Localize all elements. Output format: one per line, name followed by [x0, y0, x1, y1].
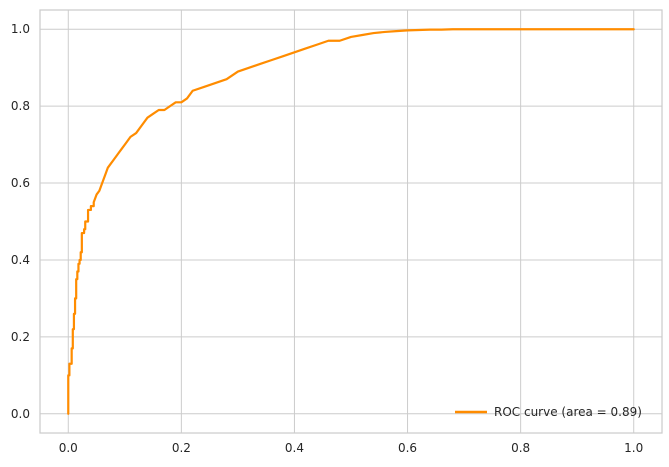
- x-tick-label: 0.6: [398, 441, 417, 455]
- x-tick-label: 0.8: [511, 441, 530, 455]
- y-tick-label: 0.6: [11, 176, 30, 190]
- axes-border: [39, 9, 663, 434]
- x-axis-ticks: 0.0 0.2 0.4 0.6 0.8 1.0: [59, 441, 644, 455]
- legend: ROC curve (area = 0.89): [455, 405, 642, 419]
- series-layer: [67, 28, 635, 415]
- x-tick-label: 0.2: [172, 441, 191, 455]
- plot-frame: [39, 9, 663, 434]
- y-tick-label: 0.4: [11, 253, 30, 267]
- grid-lines: [40, 10, 662, 433]
- y-tick-label: 1.0: [11, 22, 30, 36]
- roc-curve-line: [67, 28, 635, 415]
- x-tick-label: 0.4: [285, 441, 304, 455]
- legend-label: ROC curve (area = 0.89): [494, 405, 642, 419]
- y-tick-label: 0.8: [11, 99, 30, 113]
- y-tick-label: 0.2: [11, 330, 30, 344]
- x-tick-label: 1.0: [624, 441, 643, 455]
- y-axis-ticks: 0.0 0.2 0.4 0.6 0.8 1.0: [11, 22, 30, 421]
- plot-area: [40, 10, 662, 433]
- x-tick-label: 0.0: [59, 441, 78, 455]
- y-tick-label: 0.0: [11, 407, 30, 421]
